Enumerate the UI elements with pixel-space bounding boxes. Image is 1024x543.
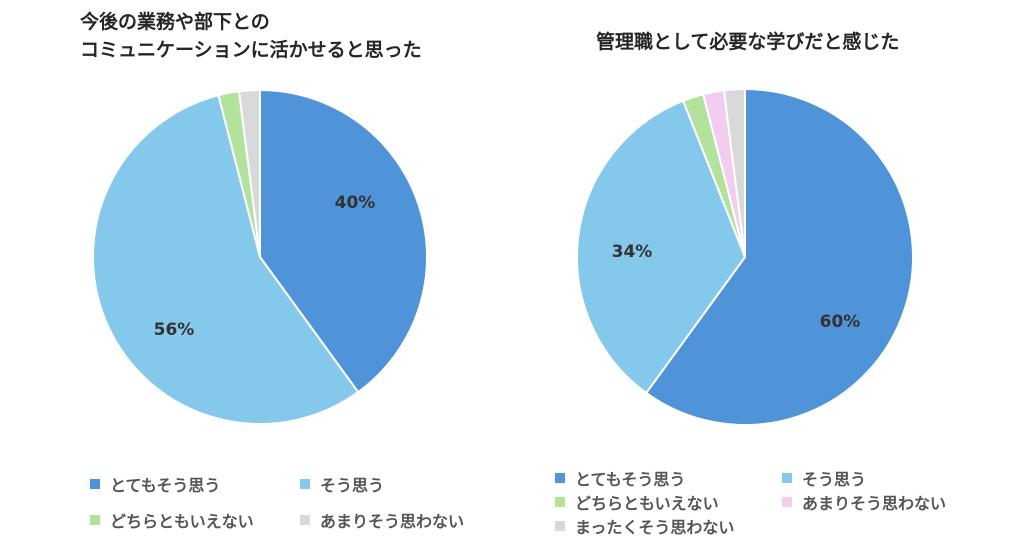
chart-1-data-label-1: 40%	[335, 193, 376, 213]
legend-swatch	[782, 497, 792, 507]
legend-label: あまりそう思わない	[802, 494, 947, 513]
legend-label: そう思う	[320, 476, 385, 495]
chart-1-title-line: 今後の業務や部下との	[80, 11, 270, 33]
chart-2-title: 管理職として必要な学びだと感じた	[596, 28, 976, 56]
chart-1-pie: 40% 56%	[92, 88, 428, 425]
chart-1-legend-item: そう思う	[300, 472, 384, 496]
chart-2-slice-1	[644, 87, 914, 426]
legend-swatch	[782, 473, 792, 483]
chart-1-slice-2	[92, 94, 360, 425]
legend-swatch	[555, 473, 565, 483]
chart-2-legend-item: まったくそう思わない	[555, 514, 734, 538]
chart-1-legend-item: あまりそう思わない	[300, 508, 464, 532]
legend-label: とてもそう思う	[110, 476, 221, 495]
chart-2-slice-5	[722, 87, 746, 258]
chart-2-legend-item: どちらともいえない	[555, 490, 719, 514]
chart-2-slice-2	[576, 99, 747, 395]
chart-2-data-label-1: 60%	[820, 312, 861, 332]
chart-2-legend-item: そう思う	[782, 466, 866, 490]
legend-label: とてもそう思う	[575, 470, 686, 489]
chart-2-title-line: 管理職として必要な学びだと感じた	[596, 31, 900, 53]
legend-label: どちらともいえない	[575, 494, 719, 513]
chart-1-slice-4	[237, 88, 261, 258]
chart-2-legend-item: とてもそう思う	[555, 466, 685, 490]
chart-2-data-label-2: 34%	[612, 242, 653, 262]
legend-label: まったくそう思わない	[575, 518, 735, 537]
chart-1-data-label-2: 56%	[154, 320, 195, 340]
legend-swatch	[555, 497, 565, 507]
chart-1-slice-1	[259, 88, 428, 394]
legend-label: そう思う	[802, 470, 867, 489]
legend-label: どちらともいえない	[110, 512, 254, 531]
legend-swatch	[555, 521, 565, 531]
chart-2-legend-item: あまりそう思わない	[782, 490, 946, 514]
legend-swatch	[300, 515, 310, 525]
legend-swatch	[90, 479, 100, 489]
chart-2-pie: 60% 34%	[576, 87, 914, 426]
legend-label: あまりそう思わない	[320, 512, 465, 531]
chart-1-legend-item: どちらともいえない	[90, 508, 254, 532]
chart-1-legend-item: とてもそう思う	[90, 472, 220, 496]
legend-swatch	[300, 479, 310, 489]
legend-swatch	[90, 515, 100, 525]
chart-1-title-line: コミュニケーションに活かせると思った	[80, 39, 422, 61]
chart-1-title: 今後の業務や部下とのコミュニケーションに活かせると思った	[80, 8, 500, 64]
